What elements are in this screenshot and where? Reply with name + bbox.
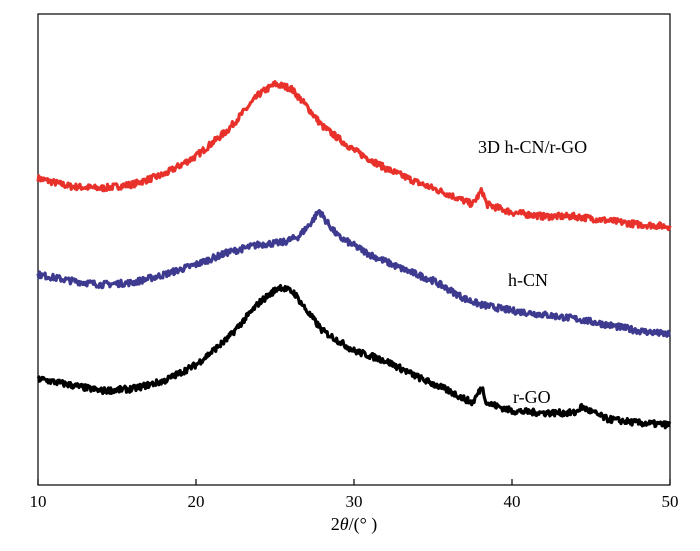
series-group [36,80,672,430]
x-tick-label: 40 [504,492,521,511]
x-tick-label: 50 [662,492,679,511]
x-axis-title-theta: θ [340,514,349,534]
series-label-hcn: h-CN [508,270,548,290]
series-line-h-cn [36,209,671,338]
x-tick-label: 10 [30,492,47,511]
series-label-3d-hcn-rgo: 3D h-CN/r-GO [478,137,587,157]
series-label-rgo: r-GO [513,387,551,407]
series-line-r-go [36,283,672,430]
x-tick-label: 30 [346,492,363,511]
x-tick-label: 20 [188,492,205,511]
x-axis-title-suffix: /(° ) [349,514,378,535]
series-line-3d-h-cn-r-go [36,80,672,232]
x-axis-title: 2θ/(° ) [331,514,378,535]
x-ticks: 10 20 30 40 50 [30,479,679,511]
x-axis-title-prefix: 2 [331,514,340,534]
